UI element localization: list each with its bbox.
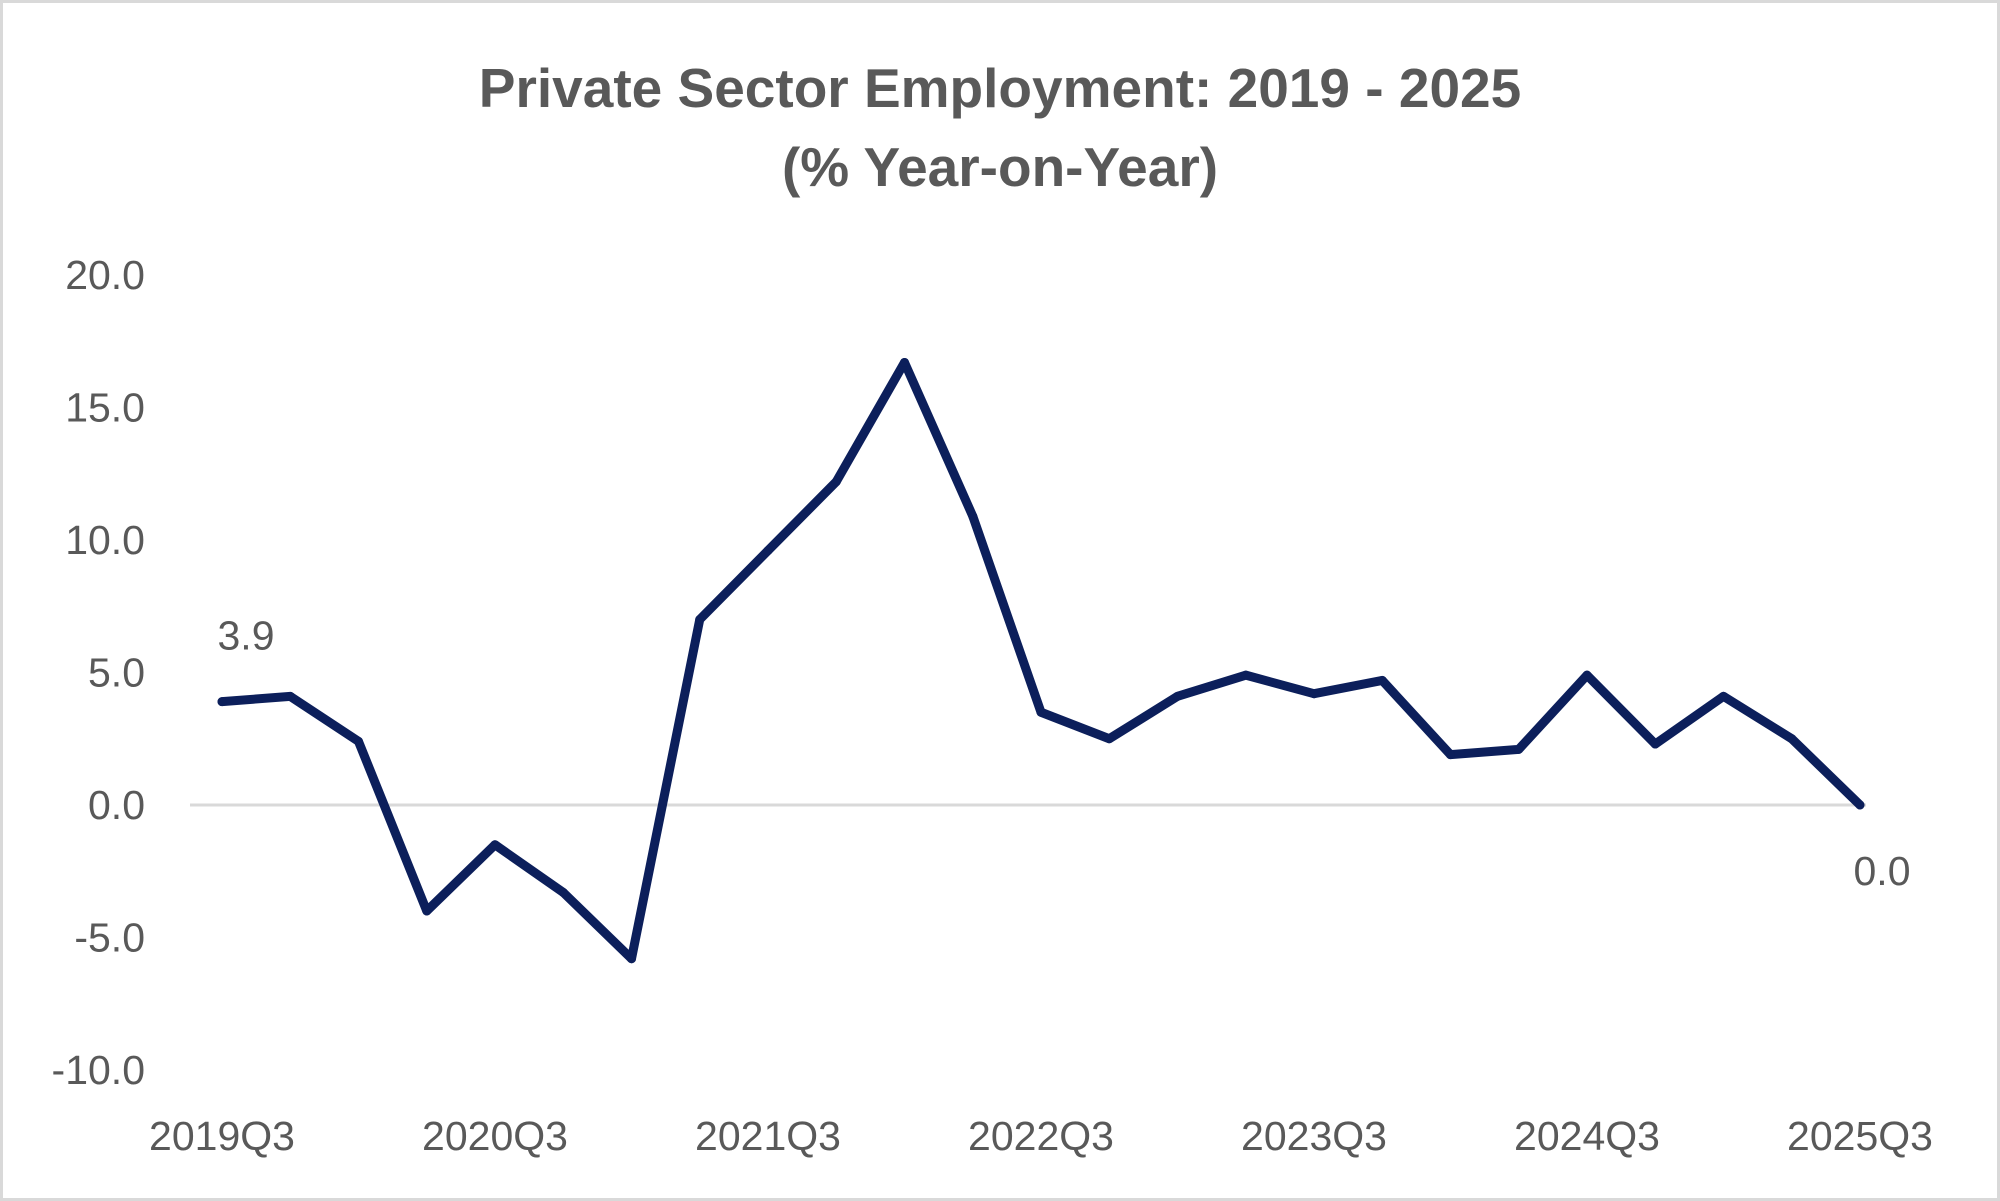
data-point bbox=[285, 691, 295, 701]
data-point bbox=[1787, 734, 1797, 744]
data-point bbox=[1514, 744, 1524, 754]
y-tick-label: 15.0 bbox=[65, 385, 145, 431]
series-group bbox=[217, 357, 1865, 964]
data-point bbox=[1719, 691, 1728, 701]
data-point bbox=[1650, 739, 1660, 749]
data-point bbox=[1309, 689, 1319, 699]
data-point bbox=[831, 477, 841, 487]
series-line bbox=[217, 357, 1865, 964]
data-point bbox=[695, 615, 705, 624]
chart-title: Private Sector Employment: 2019 - 2025 bbox=[478, 57, 1522, 119]
data-label: 0.0 bbox=[1854, 848, 1911, 894]
data-point bbox=[1582, 670, 1592, 680]
x-tick-label: 2023Q3 bbox=[1241, 1113, 1387, 1159]
data-point bbox=[1104, 734, 1114, 744]
data-point bbox=[968, 511, 978, 521]
data-point bbox=[217, 697, 227, 707]
data-label: 3.9 bbox=[218, 613, 275, 659]
data-point bbox=[490, 840, 500, 850]
x-tick-label: 2025Q3 bbox=[1787, 1113, 1933, 1159]
y-tick-label: 20.0 bbox=[65, 252, 145, 298]
data-labels: 3.9 0.0 bbox=[218, 613, 1911, 894]
data-point bbox=[763, 546, 773, 556]
y-tick-label: 0.0 bbox=[88, 782, 145, 828]
data-point bbox=[900, 357, 909, 367]
x-tick-label: 2022Q3 bbox=[968, 1113, 1114, 1159]
data-point bbox=[558, 887, 568, 897]
data-point bbox=[422, 906, 432, 916]
y-axis: 20.0 15.0 10.0 5.0 0.0 -5.0 -10.0 bbox=[52, 252, 145, 1093]
data-point bbox=[1855, 800, 1865, 810]
y-tick-label: -5.0 bbox=[74, 915, 145, 961]
data-point bbox=[1173, 691, 1182, 701]
data-point bbox=[627, 954, 636, 964]
data-point bbox=[354, 736, 363, 746]
chart-subtitle: (% Year-on-Year) bbox=[781, 136, 1219, 198]
x-tick-label: 2019Q3 bbox=[149, 1113, 295, 1159]
x-axis: 2019Q3 2020Q3 2021Q3 2022Q3 2023Q3 2024Q3 2025… bbox=[149, 1113, 1933, 1159]
data-point bbox=[1241, 670, 1251, 680]
y-tick-label: 5.0 bbox=[88, 650, 145, 696]
x-tick-label: 2021Q3 bbox=[695, 1113, 841, 1159]
data-point bbox=[1446, 750, 1455, 760]
y-tick-label: -10.0 bbox=[52, 1047, 145, 1093]
data-point bbox=[1377, 675, 1387, 685]
x-tick-label: 2020Q3 bbox=[422, 1113, 568, 1159]
data-point bbox=[1036, 707, 1046, 717]
y-tick-label: 10.0 bbox=[65, 517, 145, 563]
x-tick-label: 2024Q3 bbox=[1514, 1113, 1660, 1159]
